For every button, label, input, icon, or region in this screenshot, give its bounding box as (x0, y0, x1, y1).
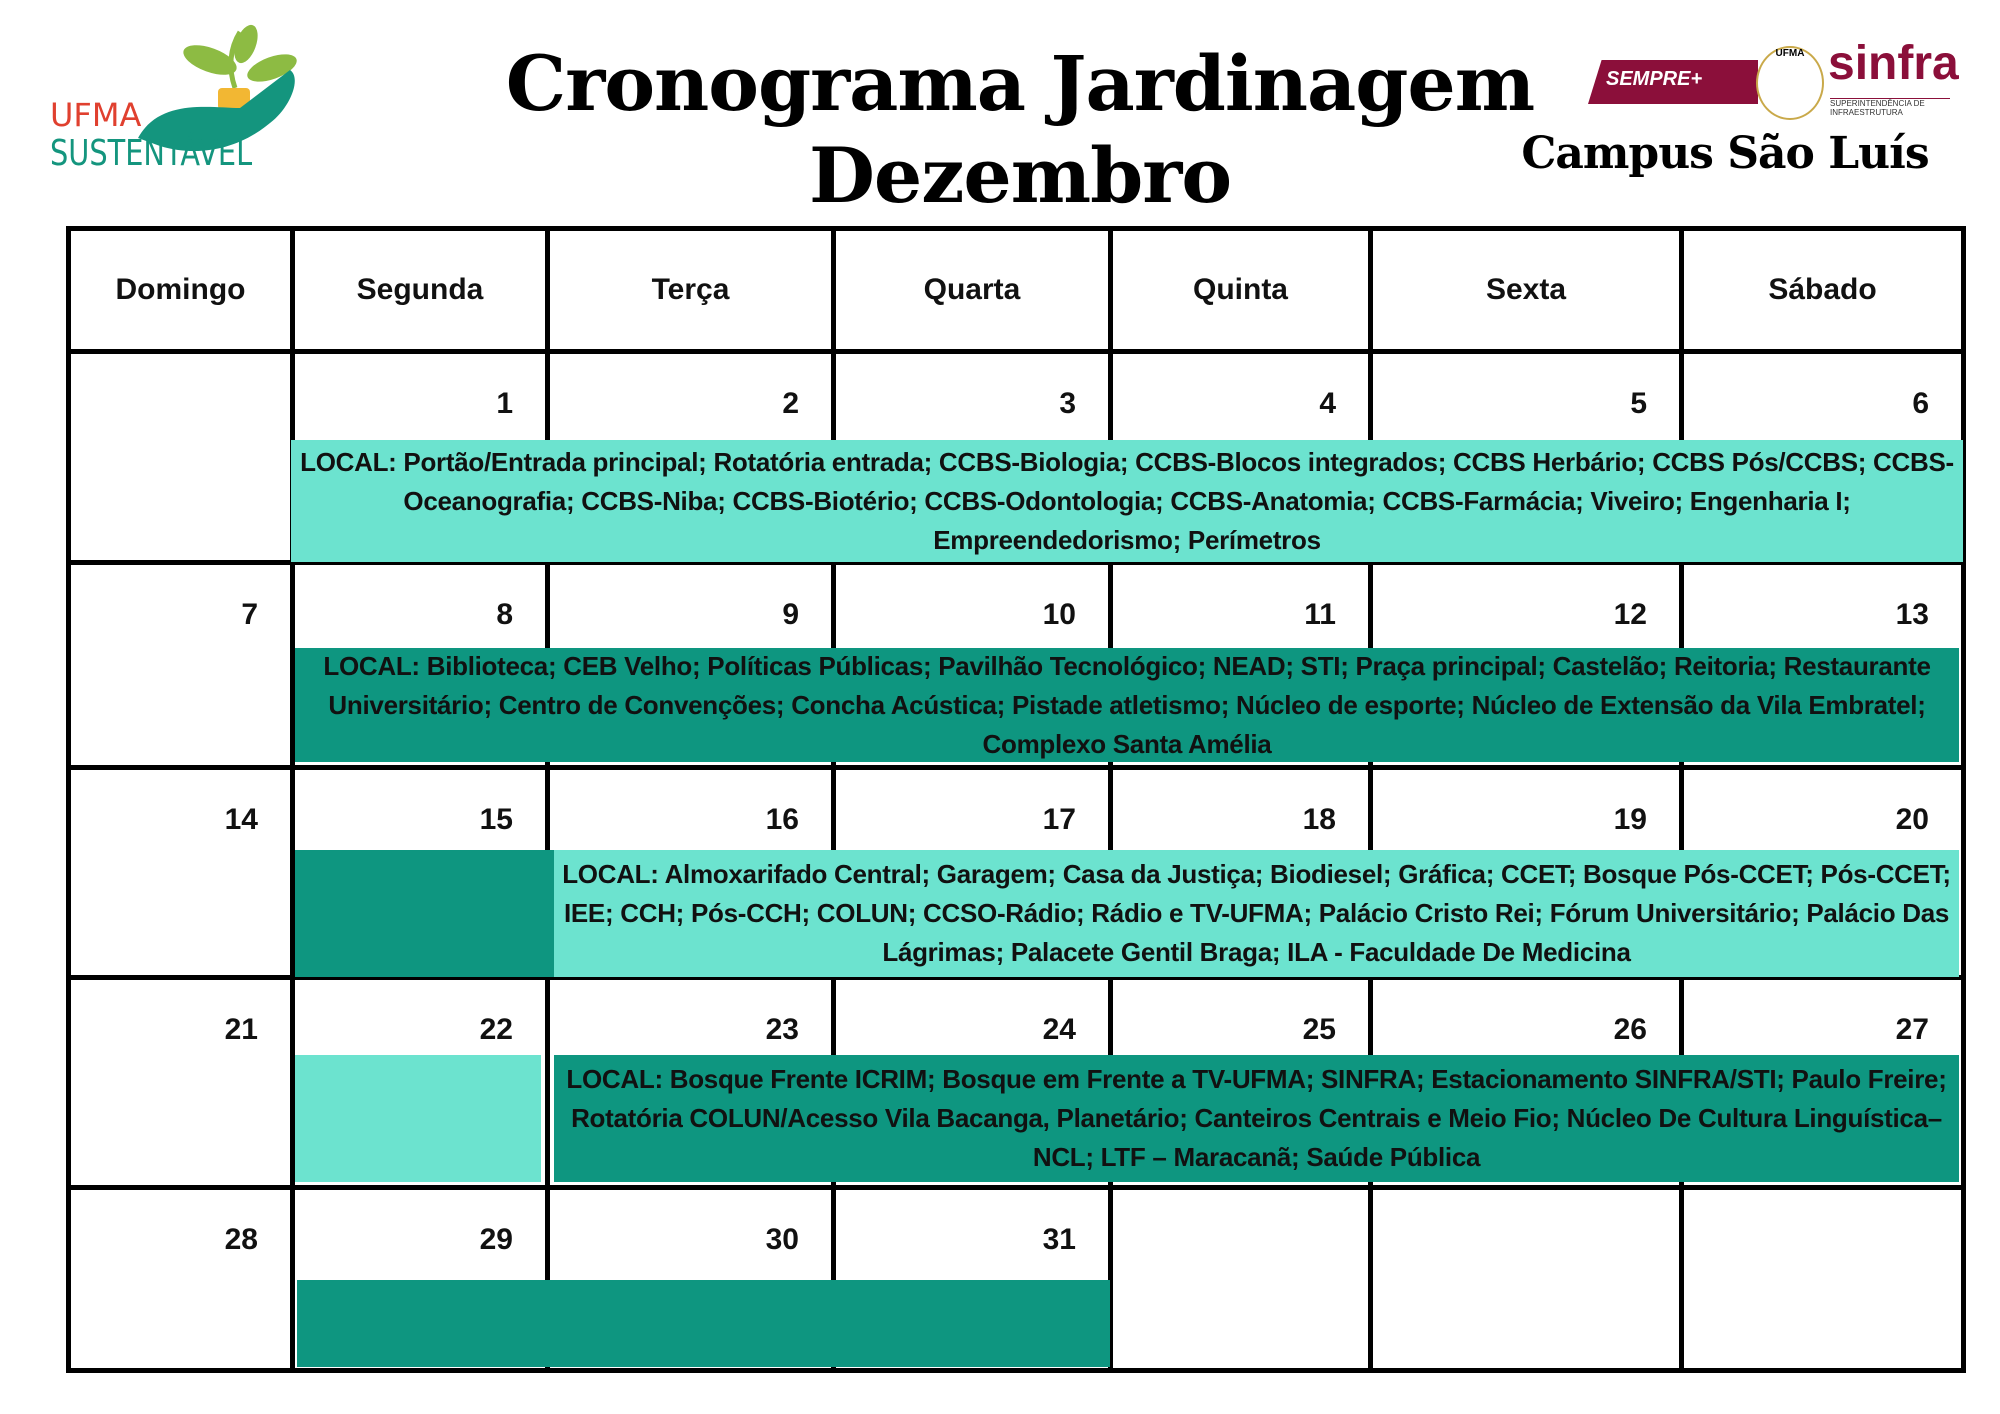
day-number: 21 (224, 1013, 258, 1046)
day-cell (66, 765, 295, 980)
page-title: Cronograma Jardinagem Dezembro (480, 38, 1560, 222)
day-number: 17 (1042, 803, 1076, 836)
day-cell (1368, 1185, 1684, 1373)
day-cell (66, 560, 295, 770)
day-cell (66, 349, 295, 565)
day-number: 2 (782, 387, 799, 420)
weekday-header: Sexta (1368, 226, 1684, 354)
day-number: 12 (1613, 598, 1647, 631)
weekday-header: Segunda (290, 226, 550, 354)
day-number: 30 (765, 1223, 799, 1256)
title-line-2: Dezembro (808, 131, 1232, 220)
day-cell (1108, 1185, 1373, 1373)
location-band: LOCAL: Bosque Frente ICRIM; Bosque em Fr… (554, 1055, 1959, 1182)
hand-plant-icon (138, 24, 297, 152)
weekday-header: Quarta (831, 226, 1113, 354)
day-number: 24 (1042, 1013, 1076, 1046)
sinfra-subtitle: SUPERINTENDÊNCIA DE INFRAESTRUTURA (1830, 98, 1950, 117)
day-number: 5 (1630, 387, 1647, 420)
sempre-banner: SEMPRE+ (1588, 60, 1758, 104)
logo-sustentavel-text: SUSTENTÁVEL (50, 133, 253, 174)
day-number: 7 (241, 598, 258, 631)
sinfra-text: sinfra (1828, 37, 1959, 90)
weekday-header: Quinta (1108, 226, 1373, 354)
day-number: 10 (1042, 598, 1076, 631)
logo-ufma-text: UFMA (50, 96, 142, 134)
day-number: 19 (1613, 803, 1647, 836)
day-number: 3 (1059, 387, 1076, 420)
day-number: 16 (765, 803, 799, 836)
weekday-header: Terça (545, 226, 836, 354)
day-number: 22 (479, 1013, 513, 1046)
schedule-band (295, 850, 554, 977)
day-number: 23 (765, 1013, 799, 1046)
ufma-seal: UFMA (1756, 46, 1824, 120)
day-number: 6 (1912, 387, 1929, 420)
day-cell (1679, 1185, 1966, 1373)
weekday-header: Sábado (1679, 226, 1966, 354)
day-number: 25 (1302, 1013, 1336, 1046)
day-number: 27 (1895, 1013, 1929, 1046)
schedule-band (295, 1055, 541, 1182)
day-cell (66, 975, 295, 1190)
day-cell (66, 1185, 295, 1373)
day-number: 15 (479, 803, 513, 836)
location-band: LOCAL: Portão/Entrada principal; Rotatór… (291, 440, 1963, 562)
day-number: 8 (496, 598, 513, 631)
day-number: 1 (496, 387, 513, 420)
weekday-header: Domingo (66, 226, 295, 354)
campus-label: Campus São Luís (1521, 128, 1929, 179)
day-number: 20 (1895, 803, 1929, 836)
day-number: 26 (1613, 1013, 1647, 1046)
day-number: 4 (1319, 387, 1336, 420)
day-number: 9 (782, 598, 799, 631)
day-number: 29 (479, 1223, 513, 1256)
day-number: 11 (1304, 598, 1336, 631)
sempre-text: SEMPRE+ (1606, 68, 1703, 90)
day-number: 18 (1302, 803, 1336, 836)
day-number: 14 (224, 803, 258, 836)
day-number: 28 (224, 1223, 258, 1256)
ufma-sustentavel-logo: UFMA SUSTENTÁVEL (40, 18, 310, 188)
day-number: 31 (1042, 1223, 1076, 1256)
title-line-1: Cronograma Jardinagem (505, 39, 1535, 128)
schedule-band (297, 1280, 1110, 1367)
location-band: LOCAL: Almoxarifado Central; Garagem; Ca… (554, 850, 1959, 977)
day-number: 13 (1895, 598, 1929, 631)
location-band: LOCAL: Biblioteca; CEB Velho; Políticas … (295, 648, 1959, 762)
sinfra-logo: SEMPRE+ UFMA sinfra SUPERINTENDÊNCIA DE … (1588, 37, 1968, 122)
